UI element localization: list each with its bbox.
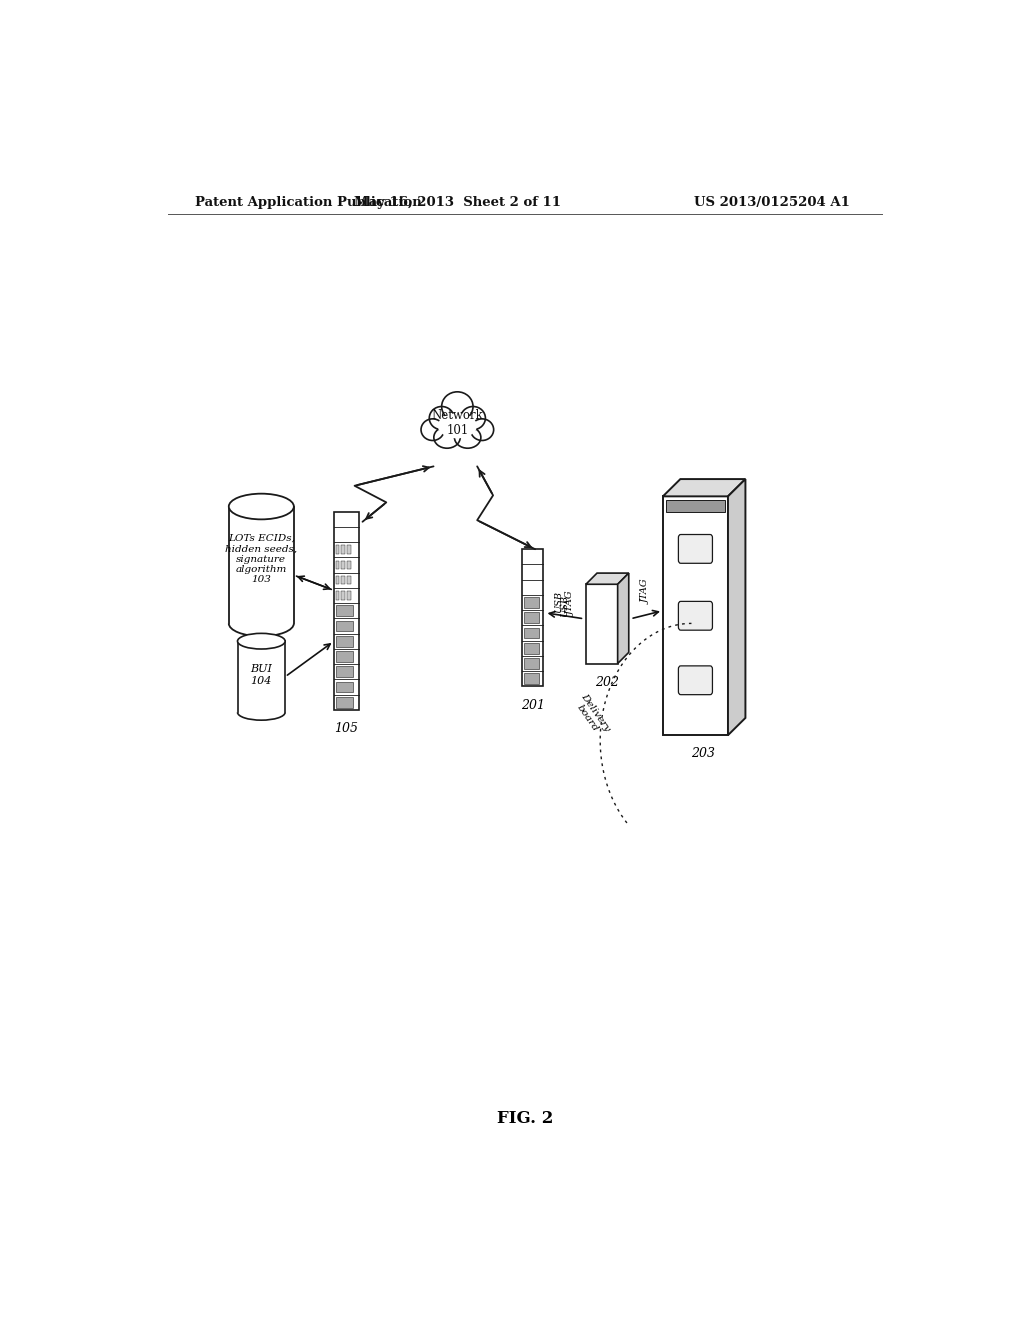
Bar: [524, 628, 540, 639]
Text: LOTs ECIDs,
hidden seeds,
signature
algorithm
103: LOTs ECIDs, hidden seeds, signature algo…: [225, 533, 297, 585]
Bar: [341, 591, 345, 599]
Ellipse shape: [434, 426, 460, 449]
Ellipse shape: [238, 634, 285, 649]
Bar: [524, 597, 540, 609]
Bar: [336, 561, 340, 569]
Bar: [347, 561, 350, 569]
Polygon shape: [728, 479, 745, 735]
Polygon shape: [617, 573, 629, 664]
Text: USB: USB: [554, 590, 562, 612]
Bar: [336, 576, 340, 585]
Bar: [341, 545, 345, 554]
FancyBboxPatch shape: [679, 665, 713, 694]
Ellipse shape: [429, 407, 454, 430]
Text: US 2013/0125204 A1: US 2013/0125204 A1: [694, 195, 850, 209]
Bar: [524, 643, 540, 653]
Bar: [666, 500, 725, 512]
Bar: [336, 697, 352, 708]
Bar: [336, 681, 352, 692]
Bar: [336, 545, 340, 554]
Polygon shape: [663, 479, 745, 496]
Bar: [336, 651, 352, 661]
Bar: [336, 667, 352, 677]
Text: 203: 203: [691, 747, 716, 760]
Bar: [347, 591, 350, 599]
Text: JTAG: JTAG: [567, 591, 577, 616]
Bar: [663, 496, 728, 735]
Text: Patent Application Publication: Patent Application Publication: [196, 195, 422, 209]
FancyBboxPatch shape: [228, 507, 294, 623]
Polygon shape: [586, 573, 629, 585]
Text: JTAG: JTAG: [642, 579, 651, 603]
Bar: [347, 545, 350, 554]
Text: BUI
104: BUI 104: [251, 664, 272, 685]
Text: 105: 105: [334, 722, 358, 735]
Bar: [336, 620, 352, 631]
Bar: [334, 512, 358, 710]
Bar: [524, 673, 540, 684]
Text: Delivery
board: Delivery board: [570, 692, 612, 739]
Ellipse shape: [434, 412, 480, 444]
Bar: [336, 606, 352, 616]
FancyBboxPatch shape: [679, 602, 713, 630]
Text: USB: USB: [560, 594, 569, 616]
Text: 201: 201: [521, 698, 545, 711]
Text: Network
101: Network 101: [431, 409, 483, 437]
Ellipse shape: [455, 426, 481, 449]
Ellipse shape: [471, 418, 494, 441]
FancyBboxPatch shape: [238, 642, 285, 713]
Bar: [522, 549, 543, 686]
Bar: [524, 612, 540, 623]
Ellipse shape: [437, 413, 477, 438]
Bar: [341, 561, 345, 569]
Bar: [341, 576, 345, 585]
Bar: [586, 585, 617, 664]
Bar: [347, 576, 350, 585]
Ellipse shape: [461, 407, 485, 430]
Ellipse shape: [421, 418, 444, 441]
FancyBboxPatch shape: [679, 535, 713, 564]
Ellipse shape: [228, 494, 294, 519]
Text: May 16, 2013  Sheet 2 of 11: May 16, 2013 Sheet 2 of 11: [354, 195, 561, 209]
Bar: [336, 636, 352, 647]
Bar: [524, 659, 540, 669]
Text: 202: 202: [595, 676, 620, 689]
Text: FIG. 2: FIG. 2: [497, 1110, 553, 1127]
Ellipse shape: [441, 392, 473, 421]
Bar: [336, 591, 340, 599]
